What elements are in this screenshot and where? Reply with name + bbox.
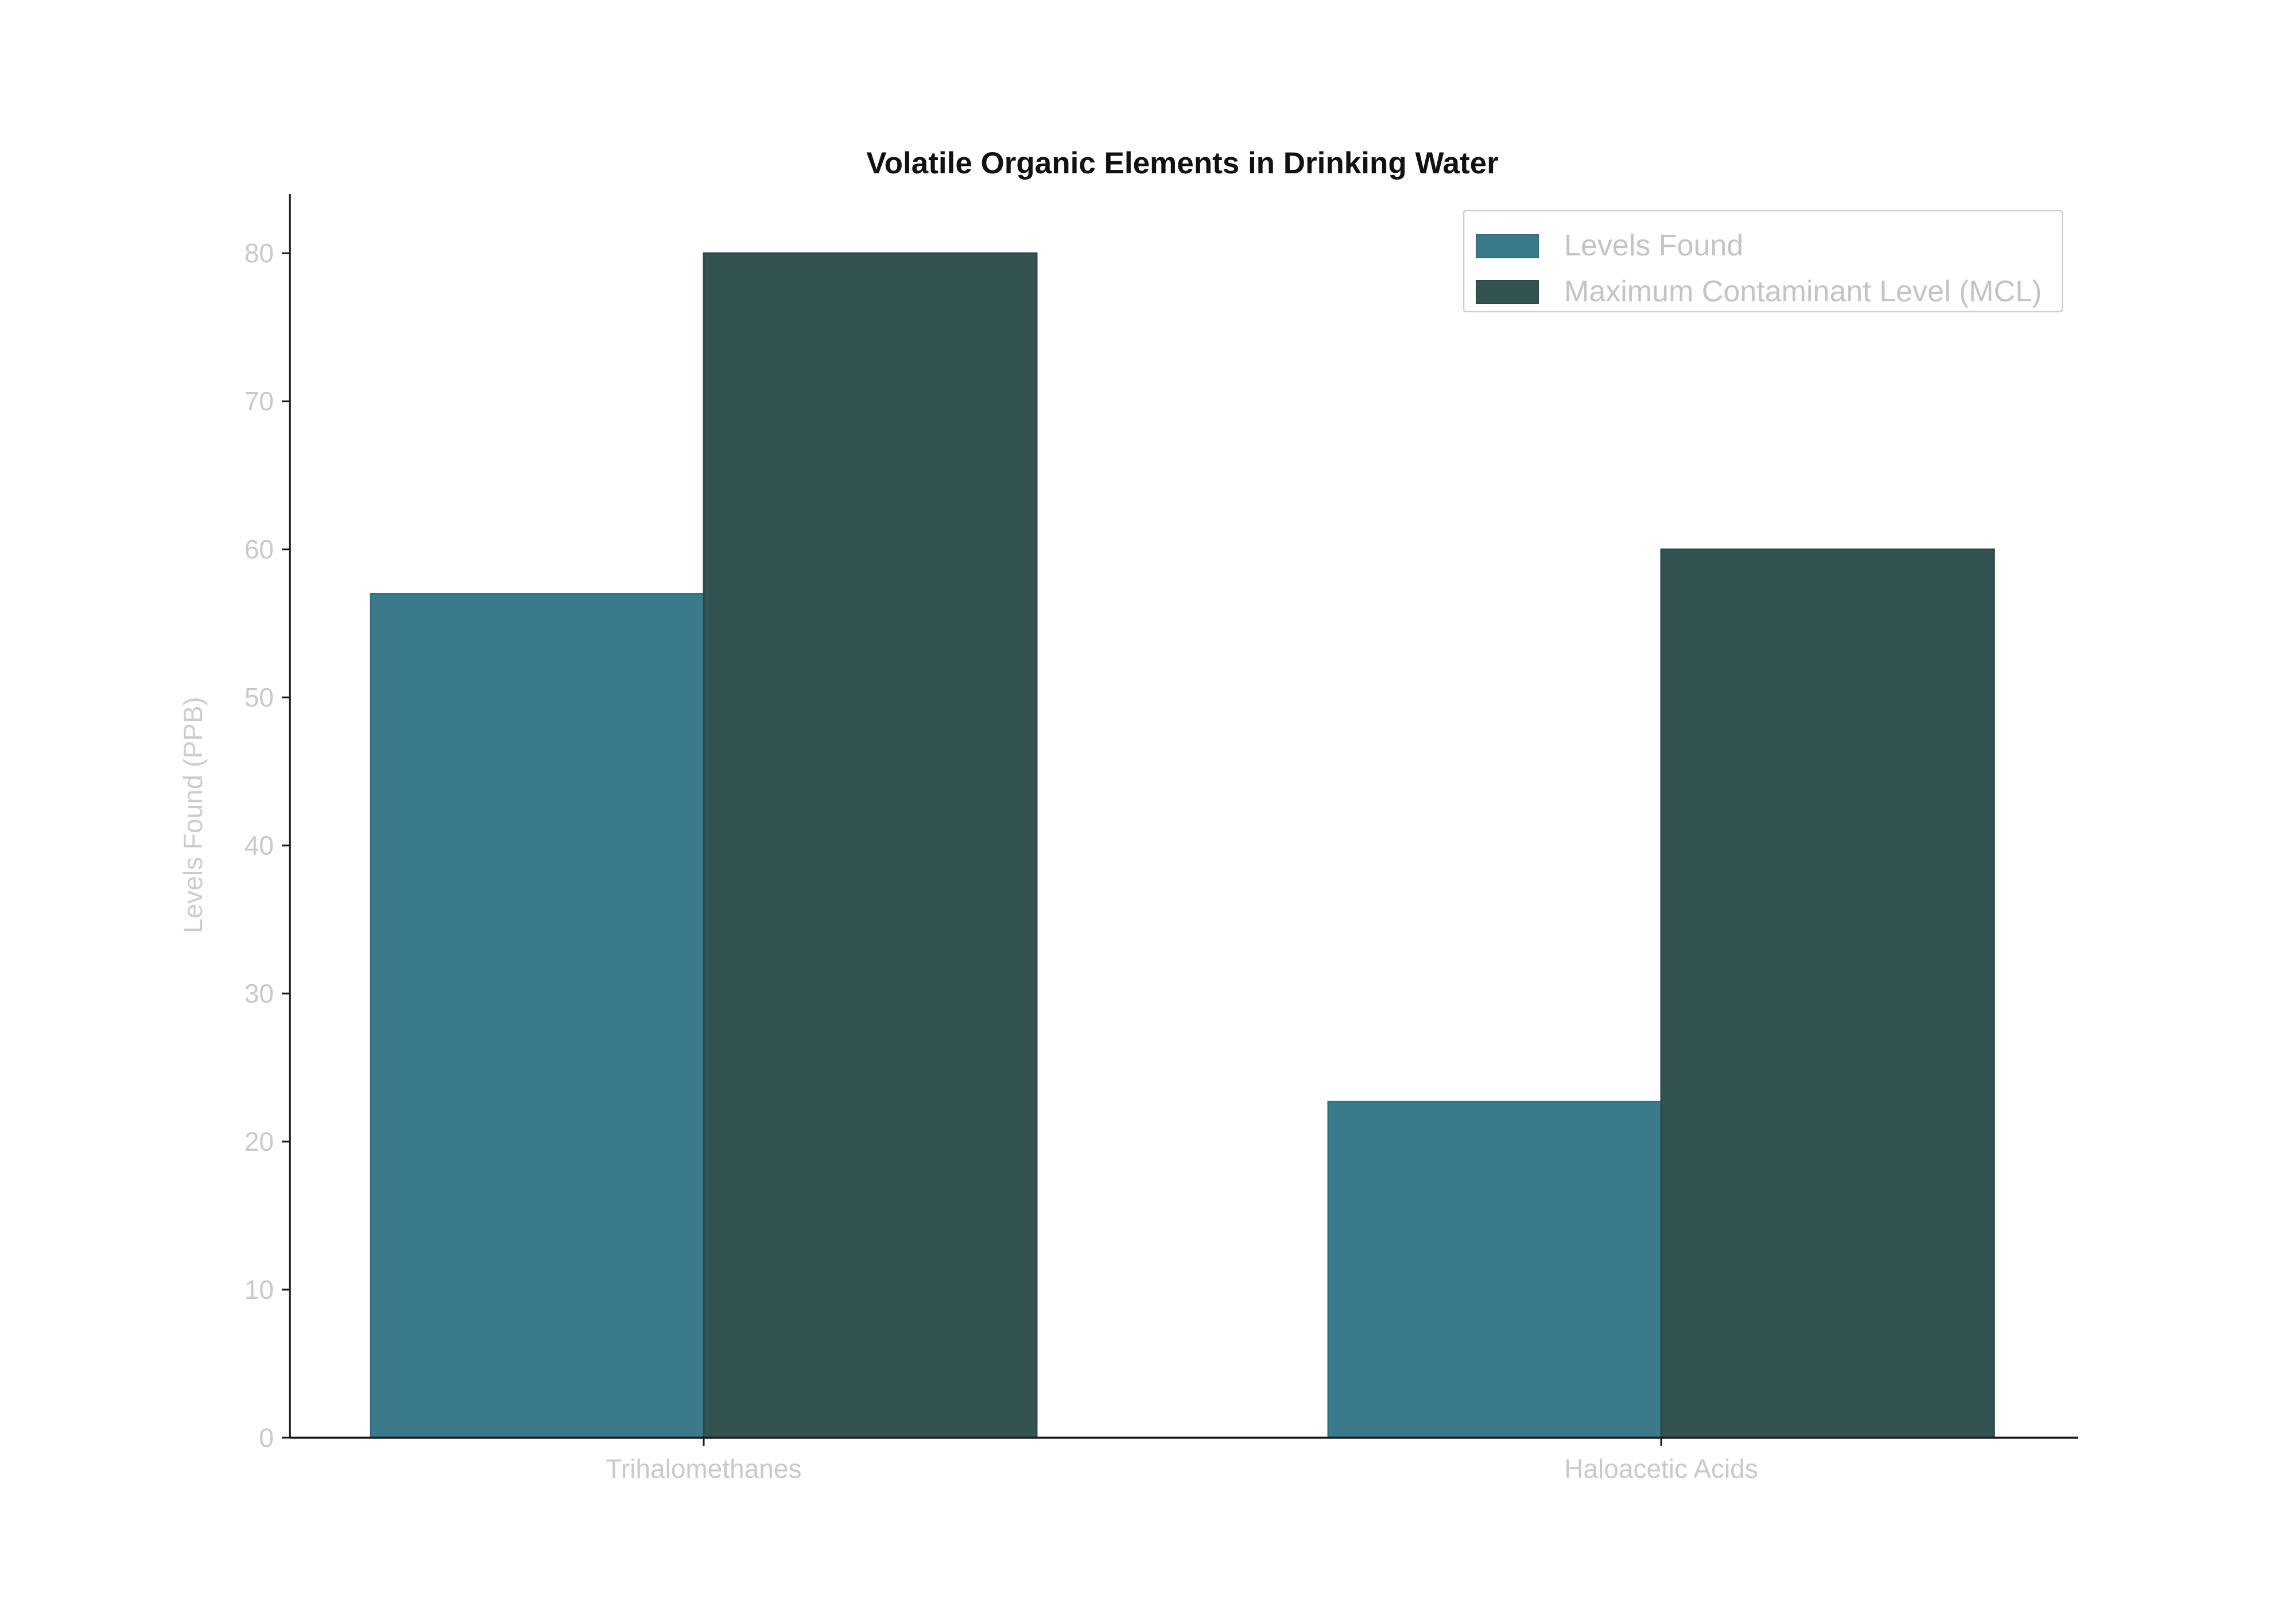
bar-levels-found-1 — [1327, 1100, 1662, 1439]
legend-swatch-mcl — [1476, 280, 1539, 304]
legend-swatch-levels-found — [1476, 234, 1539, 258]
chart-title: Volatile Organic Elements in Drinking Wa… — [866, 146, 1498, 180]
y-tick-label: 20 — [245, 1127, 274, 1156]
y-tick-label: 80 — [245, 238, 274, 268]
bars-layer — [370, 252, 1995, 1439]
y-tick-label: 60 — [245, 534, 274, 564]
y-tick-label: 10 — [245, 1275, 274, 1305]
legend-label-mcl: Maximum Contaminant Level (MCL) — [1564, 275, 2042, 308]
bar-levels-found-0 — [370, 593, 705, 1439]
y-tick-label: 40 — [245, 830, 274, 860]
bar-mcl-1 — [1660, 548, 1995, 1439]
y-axis-label: Levels Found (PPB) — [178, 697, 208, 933]
x-tick-label: Trihalomethanes — [606, 1454, 802, 1484]
legend: Levels Found Maximum Contaminant Level (M… — [1463, 209, 2064, 313]
y-tick-label: 70 — [245, 386, 274, 416]
bar-mcl-0 — [703, 252, 1038, 1439]
y-tick-label: 50 — [245, 682, 274, 712]
axes-layer: 0 10 20 30 40 50 60 70 80 Trihalomethanes Haloacet… — [245, 194, 2078, 1484]
y-tick-label: 0 — [259, 1423, 274, 1453]
x-tick-label: Haloacetic Acids — [1564, 1454, 1758, 1484]
legend-frame — [1463, 209, 2064, 313]
legend-label-levels-found: Levels Found — [1564, 229, 1743, 262]
y-tick-label: 30 — [245, 979, 274, 1008]
